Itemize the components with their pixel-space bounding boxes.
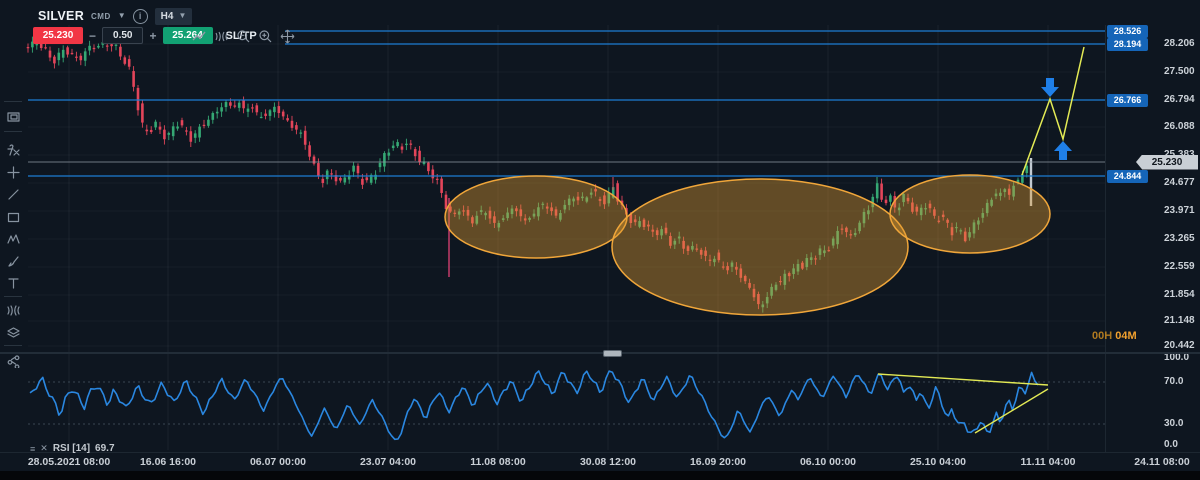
highlight-ellipse (889, 174, 1051, 254)
down-arrow-marker[interactable] (1041, 78, 1059, 97)
price-axis-tick: 24.677 (1164, 177, 1195, 188)
crosshair-tool-icon[interactable] (6, 165, 21, 180)
price-level-label: 28.194 (1107, 37, 1148, 51)
time-axis-label: 11.11 04:00 (1020, 456, 1076, 468)
zoom-in-icon[interactable] (258, 29, 273, 44)
price-axis-tick: 26.794 (1164, 94, 1195, 105)
timeframe-caret-icon: ▼ (178, 11, 187, 20)
timeframe-selector[interactable]: H4 ▼ (154, 7, 193, 25)
drawing-tools-sidebar (0, 0, 26, 452)
time-axis-label: 25.10 04:00 (909, 456, 967, 468)
increase-volume-button[interactable]: + (149, 28, 157, 43)
time-axis-label: 16.06 16:00 (139, 456, 197, 468)
rsi-axis-tick: 100.0 (1164, 352, 1190, 363)
price-axis-tick: 20.442 (1164, 340, 1195, 351)
highlight-ellipse (444, 175, 628, 259)
trendline-mode-icon[interactable] (192, 29, 207, 44)
price-axis-tick: 23.971 (1164, 205, 1195, 216)
time-axis-label: 30.08 12:00 (579, 456, 637, 468)
price-level-label: 26.766 (1107, 93, 1148, 107)
rsi-close-icon[interactable]: ✕ (40, 443, 48, 453)
function-icon[interactable] (6, 143, 21, 158)
order-row: 25.230 − 0.50 + 25.264 SL/TP (33, 27, 257, 44)
sidebar-separator (4, 345, 22, 346)
price-axis-tick: 27.500 (1164, 66, 1195, 77)
rsi-name: RSI [14] (52, 443, 91, 454)
time-axis-label: 24.11 08:00 (1134, 456, 1190, 468)
symbol-dropdown-caret-icon[interactable]: ▼ (117, 11, 126, 20)
zoom-out-icon[interactable] (236, 29, 251, 44)
elliott-wave-icon[interactable] (6, 232, 21, 247)
price-axis-tick: 23.265 (1164, 233, 1195, 244)
rsi-axis-tick: 30.0 (1164, 418, 1184, 429)
rsi-indicator-header: ≡ ✕ RSI [14] 69.7 (30, 443, 115, 454)
symbol-name[interactable]: SILVER (38, 9, 85, 23)
price-level-label: 24.844 (1107, 169, 1148, 183)
sidebar-separator (4, 101, 22, 102)
highlight-ellipse (611, 178, 909, 316)
market-type-label[interactable]: CMD (91, 11, 111, 21)
highlight-ellipses[interactable] (444, 174, 1051, 316)
up-arrow-marker[interactable] (1054, 141, 1072, 160)
time-axis-label: 23.07 04:00 (359, 456, 417, 468)
chart-tools (192, 29, 295, 44)
objects-layers-icon[interactable] (6, 326, 21, 341)
candle-countdown: 00H 04M (1092, 330, 1137, 342)
bottom-strip (0, 471, 1200, 480)
rsi-axis-tick: 70.0 (1164, 376, 1184, 387)
pane-divider[interactable] (0, 350, 1200, 357)
timeframe-value: H4 (160, 10, 174, 22)
layout-icon[interactable] (6, 110, 21, 125)
buy-button[interactable]: 25.264 (162, 27, 213, 44)
price-axis-border (1105, 25, 1106, 452)
rsi-line (29, 370, 1039, 441)
rsi-trend-line[interactable] (974, 388, 1049, 434)
brush-tool-icon[interactable] (6, 254, 21, 269)
price-axis-tick: 28.206 (1164, 38, 1195, 49)
price-level-label: 28.526 (1107, 24, 1148, 38)
move-crosshair-icon[interactable] (280, 29, 295, 44)
rsi-pane (29, 370, 1049, 441)
price-axis-tick: 26.088 (1164, 121, 1195, 132)
forecast-zigzag-line[interactable] (1021, 46, 1085, 176)
share-icon[interactable] (6, 353, 21, 370)
rectangle-tool-icon[interactable] (6, 210, 21, 225)
time-axis-label: 28.05.2021 08:00 (27, 456, 111, 468)
support-resistance-lines[interactable] (28, 30, 1105, 177)
price-axis-tick: 22.559 (1164, 261, 1195, 272)
rsi-value: 69.7 (95, 443, 115, 454)
time-axis-label: 16.09 20:00 (689, 456, 747, 468)
time-axis-label: 11.08 08:00 (470, 456, 526, 468)
price-axis-tick: 21.854 (1164, 289, 1195, 300)
rsi-menu-icon[interactable]: ≡ (30, 443, 36, 454)
trendline-tool-icon[interactable] (6, 187, 21, 202)
text-tool-icon[interactable] (6, 276, 21, 291)
symbol-row: SILVER CMD ▼ i H4 ▼ (38, 7, 193, 25)
countdown-hours: 00H (1092, 330, 1113, 342)
rsi-trend-line[interactable] (877, 373, 1049, 386)
current-price-label: 25.230 (1136, 154, 1198, 170)
time-axis-label: 06.10 00:00 (799, 456, 857, 468)
price-axis-tick: 21.148 (1164, 315, 1195, 326)
sell-button[interactable]: 25.230 (33, 27, 83, 44)
indicator-icon[interactable] (6, 303, 21, 318)
countdown-minutes: 04M (1115, 330, 1137, 342)
pane-resize-handle[interactable] (603, 350, 622, 357)
time-axis-border (0, 452, 1200, 453)
sidebar-separator (4, 131, 22, 132)
rsi-axis-tick: 0.0 (1164, 439, 1178, 450)
sidebar-separator (4, 296, 22, 297)
volume-field[interactable]: 0.50 (102, 27, 144, 44)
decrease-volume-button[interactable]: − (89, 28, 97, 43)
volatility-icon[interactable] (214, 29, 229, 44)
info-icon[interactable]: i (132, 8, 148, 24)
time-axis-label: 06.07 00:00 (249, 456, 307, 468)
